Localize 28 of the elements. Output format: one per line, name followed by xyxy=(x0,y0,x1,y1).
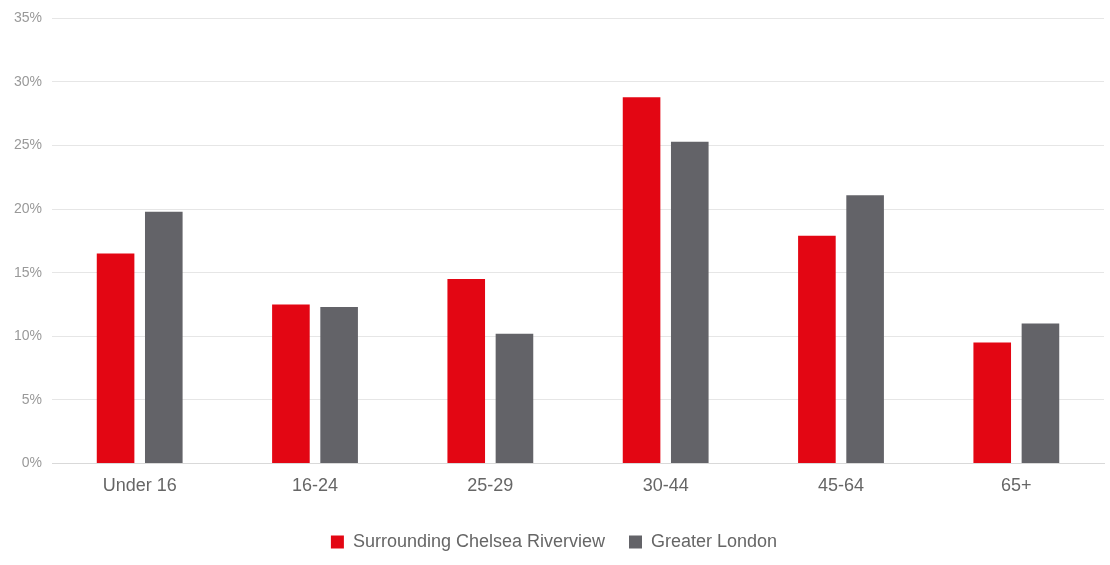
x-tick-label: Under 16 xyxy=(102,475,177,496)
x-tick-label: 45-64 xyxy=(817,475,865,496)
bar xyxy=(96,253,135,463)
x-tick-label: 25-29 xyxy=(467,475,514,496)
x-tick-label: 16-24 xyxy=(291,475,339,496)
bar xyxy=(670,141,709,463)
y-tick-label: 15% xyxy=(13,263,43,280)
legend-label: Surrounding Chelsea Riverview xyxy=(352,530,607,551)
bar xyxy=(846,195,884,463)
x-tick-label: 65+ xyxy=(1001,475,1032,496)
y-tick-label: 10% xyxy=(13,327,43,344)
y-tick-label: 20% xyxy=(13,199,43,216)
legend-label: Greater London xyxy=(651,530,778,551)
bar xyxy=(495,333,534,463)
y-tick-label: 0% xyxy=(21,454,43,471)
bar xyxy=(1021,323,1060,463)
bar xyxy=(272,304,310,463)
bar xyxy=(144,211,183,463)
y-tick-label: 5% xyxy=(21,390,43,407)
y-tick-label: 35% xyxy=(13,9,43,26)
y-tick-label: 25% xyxy=(13,136,43,153)
bar xyxy=(973,342,1012,463)
bar xyxy=(622,97,661,463)
bar xyxy=(320,307,358,463)
bar xyxy=(447,279,486,463)
y-tick-label: 30% xyxy=(13,72,43,89)
bar xyxy=(798,235,836,463)
x-tick-label: 30-44 xyxy=(642,475,689,496)
